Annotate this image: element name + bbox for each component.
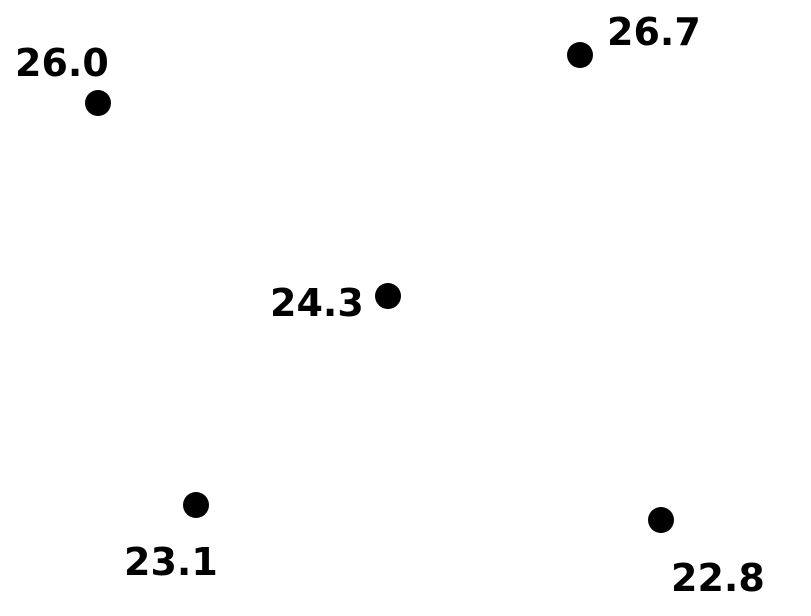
point-group: 22.8 <box>648 507 765 600</box>
point-label: 26.0 <box>15 41 109 85</box>
point-group: 23.1 <box>124 492 218 584</box>
point-label: 26.7 <box>607 10 701 54</box>
point-label: 23.1 <box>124 540 218 584</box>
point-marker <box>85 90 111 116</box>
point-marker <box>375 283 401 309</box>
point-group: 26.0 <box>15 41 111 116</box>
point-marker <box>567 42 593 68</box>
point-group: 26.7 <box>567 10 701 68</box>
point-marker <box>648 507 674 533</box>
point-marker <box>183 492 209 518</box>
point-group: 24.3 <box>270 281 401 325</box>
point-label: 22.8 <box>671 556 765 600</box>
point-label: 24.3 <box>270 281 364 325</box>
